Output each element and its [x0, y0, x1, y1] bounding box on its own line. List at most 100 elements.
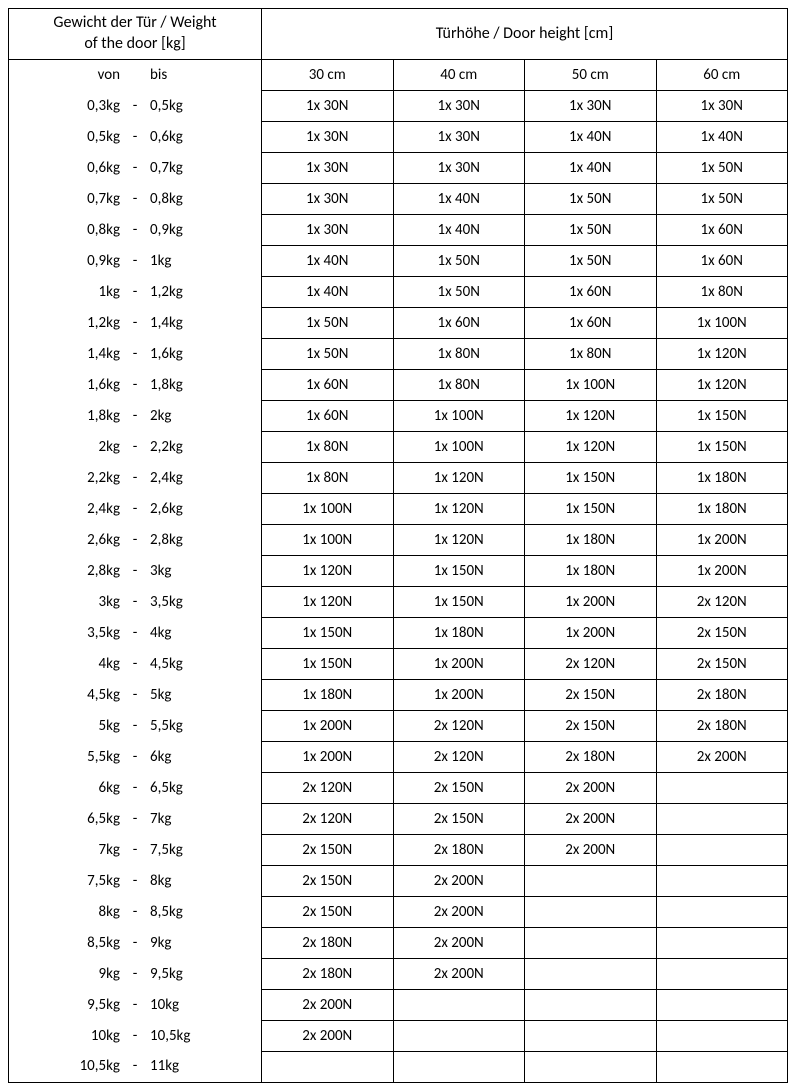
- von-bis-row: von bis 30 cm40 cm50 cm60 cm: [9, 59, 788, 90]
- value-cell: 1x 30N: [262, 214, 394, 245]
- weight-to: 7,5kg: [144, 841, 230, 859]
- value-cell: 1x 80N: [262, 431, 394, 462]
- weight-range-cell: 3,5kg-4kg: [9, 617, 262, 648]
- value-cell: [656, 772, 788, 803]
- table-row: 0,5kg-0,6kg1x 30N1x 30N1x 40N1x 40N: [9, 121, 788, 152]
- weight-range-cell: 2,2kg-2,4kg: [9, 462, 262, 493]
- value-cell: 1x 60N: [393, 307, 525, 338]
- value-cell: 1x 50N: [525, 214, 657, 245]
- table-row: 2kg-2,2kg1x 80N1x 100N1x 120N1x 150N: [9, 431, 788, 462]
- weight-range-cell: 7,5kg-8kg: [9, 865, 262, 896]
- weight-to: 2,8kg: [144, 531, 230, 549]
- weight-header-line1: Gewicht der Tür / Weight: [53, 13, 216, 32]
- weight-to: 1,4kg: [144, 314, 230, 332]
- table-row: 2,2kg-2,4kg1x 80N1x 120N1x 150N1x 180N: [9, 462, 788, 493]
- value-cell: 1x 40N: [262, 245, 394, 276]
- weight-to: 10,5kg: [144, 1027, 230, 1045]
- value-cell: 1x 150N: [393, 555, 525, 586]
- table-row: 9kg-9,5kg2x 180N2x 200N: [9, 958, 788, 989]
- weight-range-cell: 9,5kg-10kg: [9, 989, 262, 1020]
- weight-to: 4,5kg: [144, 655, 230, 673]
- weight-range-cell: 10kg-10,5kg: [9, 1020, 262, 1051]
- value-cell: 1x 100N: [393, 400, 525, 431]
- value-cell: 2x 200N: [656, 741, 788, 772]
- value-cell: 1x 150N: [656, 400, 788, 431]
- value-cell: 2x 150N: [525, 679, 657, 710]
- weight-to: 11kg: [144, 1057, 230, 1075]
- weight-to: 0,7kg: [144, 159, 230, 177]
- weight-range-cell: 4kg-4,5kg: [9, 648, 262, 679]
- value-cell: [656, 834, 788, 865]
- value-cell: [656, 958, 788, 989]
- weight-range-cell: 5kg-5,5kg: [9, 710, 262, 741]
- table-row: 10kg-10,5kg2x 200N: [9, 1020, 788, 1051]
- weight-range-cell: 1,2kg-1,4kg: [9, 307, 262, 338]
- table-row: 7kg-7,5kg2x 150N2x 180N2x 200N: [9, 834, 788, 865]
- value-cell: 2x 180N: [262, 958, 394, 989]
- value-cell: 1x 30N: [393, 90, 525, 121]
- weight-from: 2kg: [40, 438, 126, 456]
- weight-range-cell: 0,6kg-0,7kg: [9, 152, 262, 183]
- value-cell: 1x 150N: [262, 648, 394, 679]
- value-cell: [525, 927, 657, 958]
- weight-from: 10kg: [40, 1027, 126, 1045]
- value-cell: [525, 896, 657, 927]
- value-cell: 1x 40N: [393, 183, 525, 214]
- value-cell: 1x 200N: [393, 679, 525, 710]
- table-row: 1,2kg-1,4kg1x 50N1x 60N1x 60N1x 100N: [9, 307, 788, 338]
- value-cell: 2x 120N: [525, 648, 657, 679]
- weight-range-cell: 1,6kg-1,8kg: [9, 369, 262, 400]
- weight-from: 3,5kg: [40, 624, 126, 642]
- table-body: von bis 30 cm40 cm50 cm60 cm 0,3kg-0,5kg…: [9, 59, 788, 1082]
- value-cell: [525, 1051, 657, 1082]
- value-cell: 2x 150N: [393, 772, 525, 803]
- value-cell: 1x 180N: [525, 524, 657, 555]
- table-row: 2,8kg-3kg1x 120N1x 150N1x 180N1x 200N: [9, 555, 788, 586]
- value-cell: 1x 60N: [525, 276, 657, 307]
- weight-range-cell: 0,3kg-0,5kg: [9, 90, 262, 121]
- value-cell: 1x 200N: [525, 586, 657, 617]
- weight-from: 2,6kg: [40, 531, 126, 549]
- table-row: 5kg-5,5kg1x 200N2x 120N2x 150N2x 180N: [9, 710, 788, 741]
- value-cell: 1x 50N: [656, 183, 788, 214]
- value-cell: 2x 120N: [393, 710, 525, 741]
- weight-from: 2,4kg: [40, 500, 126, 518]
- value-cell: 2x 150N: [262, 834, 394, 865]
- table-row: 2,4kg-2,6kg1x 100N1x 120N1x 150N1x 180N: [9, 493, 788, 524]
- value-cell: 1x 30N: [262, 152, 394, 183]
- weight-range-cell: 3kg-3,5kg: [9, 586, 262, 617]
- value-cell: 1x 50N: [525, 245, 657, 276]
- value-cell: 2x 120N: [393, 741, 525, 772]
- weight-from: 0,3kg: [40, 97, 126, 115]
- value-cell: 1x 150N: [262, 617, 394, 648]
- value-cell: [393, 1051, 525, 1082]
- value-cell: 1x 80N: [393, 369, 525, 400]
- weight-header-line2: of the door [kg]: [84, 34, 185, 53]
- table-row: 2,6kg-2,8kg1x 100N1x 120N1x 180N1x 200N: [9, 524, 788, 555]
- table-row: 6,5kg-7kg2x 120N2x 150N2x 200N: [9, 803, 788, 834]
- value-cell: 1x 150N: [393, 586, 525, 617]
- value-cell: [656, 803, 788, 834]
- value-cell: 2x 180N: [656, 679, 788, 710]
- value-cell: [656, 1020, 788, 1051]
- value-cell: 2x 180N: [393, 834, 525, 865]
- weight-range-cell: 8kg-8,5kg: [9, 896, 262, 927]
- value-cell: 1x 60N: [262, 369, 394, 400]
- value-cell: 2x 200N: [525, 834, 657, 865]
- height-col-3: 60 cm: [656, 59, 788, 90]
- weight-to: 9kg: [144, 934, 230, 952]
- value-cell: 2x 120N: [262, 803, 394, 834]
- table-row: 0,9kg-1kg1x 40N1x 50N1x 50N1x 60N: [9, 245, 788, 276]
- value-cell: [656, 896, 788, 927]
- weight-to: 0,9kg: [144, 221, 230, 239]
- table-row: 8,5kg-9kg2x 180N2x 200N: [9, 927, 788, 958]
- value-cell: 1x 40N: [393, 214, 525, 245]
- weight-from: 8kg: [40, 903, 126, 921]
- weight-from: 0,8kg: [40, 221, 126, 239]
- value-cell: 1x 60N: [656, 245, 788, 276]
- value-cell: 2x 200N: [525, 772, 657, 803]
- weight-range-cell: 0,8kg-0,9kg: [9, 214, 262, 245]
- table-row: 4kg-4,5kg1x 150N1x 200N2x 120N2x 150N: [9, 648, 788, 679]
- value-cell: 1x 100N: [656, 307, 788, 338]
- value-cell: 2x 150N: [262, 865, 394, 896]
